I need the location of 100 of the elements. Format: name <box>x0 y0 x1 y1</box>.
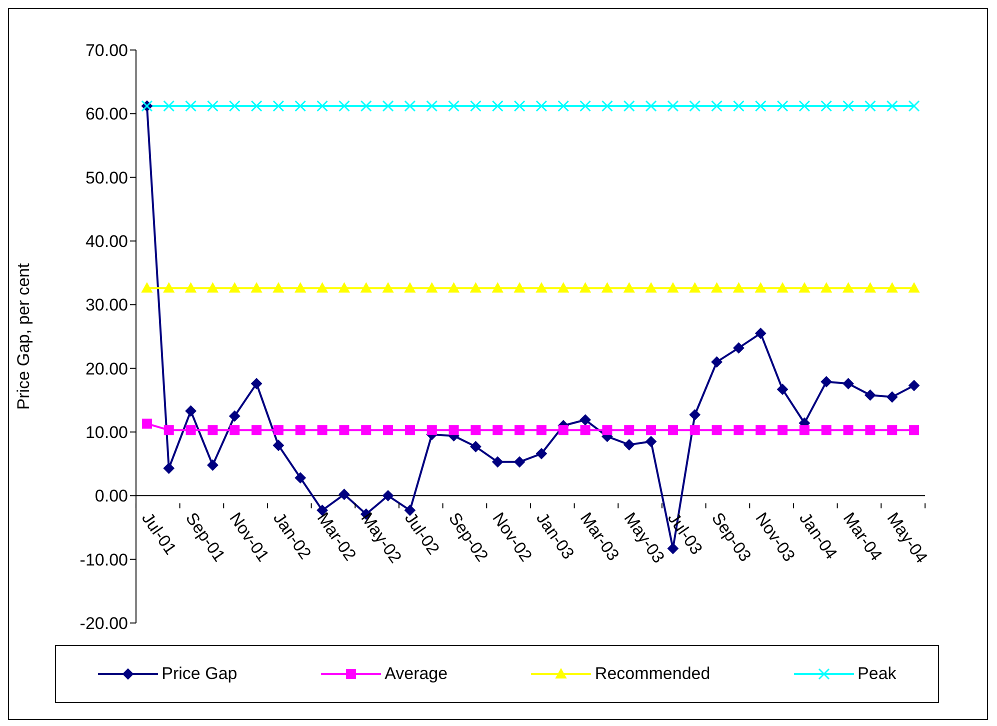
point <box>777 282 788 293</box>
legend-label: Average <box>384 664 448 684</box>
point <box>360 282 372 293</box>
point <box>689 100 701 112</box>
point <box>536 100 548 112</box>
point <box>842 100 854 112</box>
point <box>667 282 678 293</box>
point <box>777 384 788 395</box>
point <box>229 410 240 422</box>
point <box>514 100 526 112</box>
point <box>734 425 744 436</box>
point <box>602 425 612 436</box>
point <box>711 100 723 112</box>
point <box>163 282 174 293</box>
point <box>733 282 744 293</box>
point <box>426 425 437 436</box>
point <box>646 436 657 448</box>
y-tick-label: 70.00 <box>85 41 128 60</box>
point <box>208 425 218 436</box>
point <box>492 456 504 468</box>
point <box>623 100 635 112</box>
point <box>689 409 700 420</box>
point <box>776 100 788 112</box>
point <box>580 282 591 293</box>
point <box>295 425 306 436</box>
point <box>778 425 788 436</box>
point <box>338 100 350 112</box>
point <box>602 282 613 293</box>
point <box>206 100 218 112</box>
point <box>580 414 591 426</box>
point <box>690 425 700 436</box>
point <box>272 440 284 451</box>
point <box>909 425 920 436</box>
point <box>733 342 744 354</box>
point <box>448 425 459 436</box>
point <box>580 425 590 436</box>
point <box>142 418 152 429</box>
point <box>536 425 546 436</box>
point <box>886 282 898 293</box>
point <box>645 100 657 112</box>
point <box>228 100 240 112</box>
point <box>470 282 482 293</box>
point <box>887 425 898 436</box>
point <box>338 282 350 293</box>
point <box>580 100 592 112</box>
point <box>230 425 240 436</box>
point <box>732 100 744 112</box>
point <box>470 441 482 452</box>
point <box>229 282 240 293</box>
point <box>886 100 898 112</box>
point <box>558 282 569 293</box>
point <box>164 425 174 436</box>
point <box>799 425 810 436</box>
y-tick-label: 60.00 <box>85 104 128 124</box>
point <box>317 425 328 436</box>
point <box>886 391 898 402</box>
point <box>667 100 679 112</box>
point <box>865 425 876 436</box>
point <box>382 100 394 112</box>
point <box>273 425 284 436</box>
point <box>251 378 262 390</box>
point <box>689 282 700 293</box>
legend-label: Price Gap <box>162 664 238 684</box>
point <box>404 282 416 293</box>
y-tick-label: -20.00 <box>80 614 128 634</box>
y-tick-label: 50.00 <box>85 168 128 188</box>
point <box>250 100 262 112</box>
point <box>624 282 635 293</box>
point <box>514 282 526 293</box>
point <box>646 425 656 436</box>
point <box>798 282 810 293</box>
point <box>339 425 350 436</box>
point <box>382 490 394 502</box>
point <box>294 472 306 484</box>
point <box>141 282 152 293</box>
legend-label: Peak <box>858 664 896 684</box>
point <box>426 282 438 293</box>
point <box>185 405 196 416</box>
point <box>470 100 482 112</box>
y-axis-title: Price Gap, per cent <box>14 263 34 410</box>
point <box>404 425 415 436</box>
point <box>272 100 284 112</box>
point <box>294 282 306 293</box>
point <box>294 100 306 112</box>
point <box>842 378 854 390</box>
point <box>864 100 876 112</box>
point <box>646 282 657 293</box>
point <box>185 282 196 293</box>
point <box>163 462 174 474</box>
point <box>820 282 832 293</box>
point <box>820 100 832 112</box>
point <box>514 456 526 468</box>
point <box>711 282 722 293</box>
point <box>864 390 876 401</box>
point <box>908 282 920 293</box>
point <box>185 100 197 112</box>
point <box>712 425 722 436</box>
point <box>207 460 218 471</box>
point <box>908 100 920 112</box>
point <box>252 425 262 436</box>
